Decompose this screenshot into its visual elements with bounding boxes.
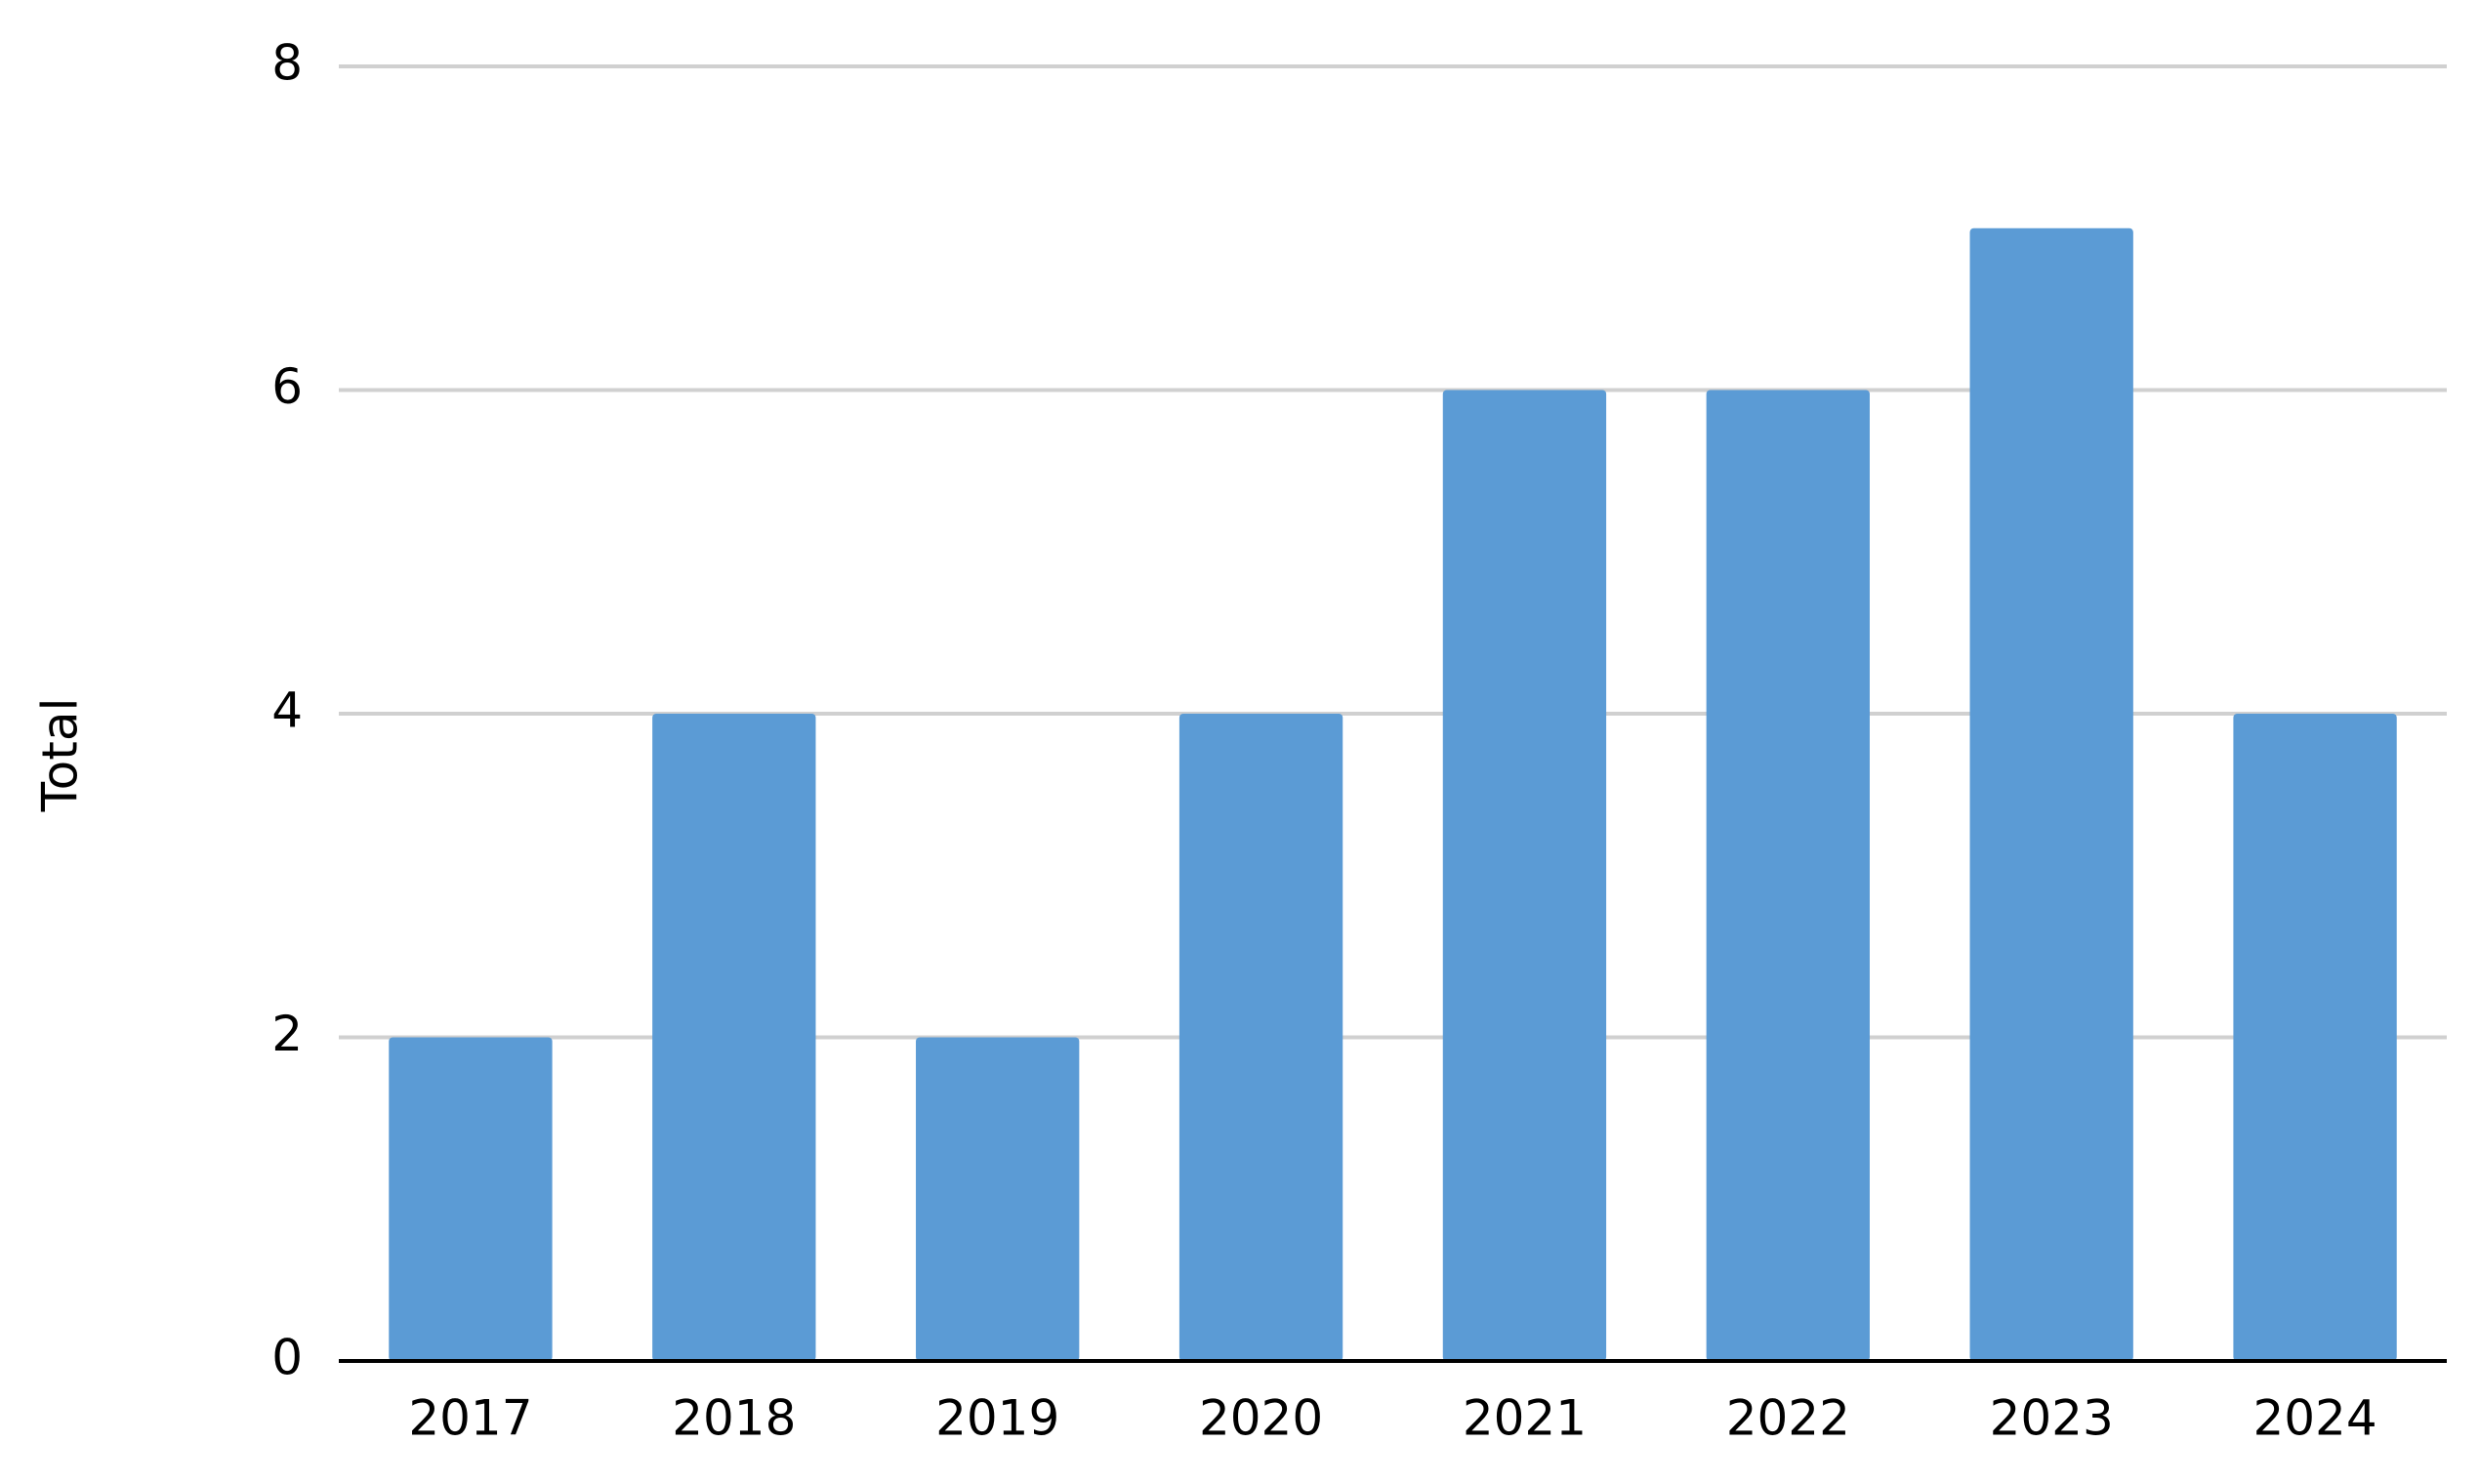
- y-tick-label: 0: [271, 1330, 303, 1386]
- x-tick-label: 2019: [935, 1390, 1059, 1447]
- x-tick-label: 2024: [2252, 1390, 2376, 1447]
- bar: [389, 1037, 553, 1361]
- y-tick-label: 4: [271, 682, 303, 739]
- bar: [916, 1037, 1080, 1361]
- x-tick-label: 2018: [672, 1390, 796, 1447]
- y-tick-label: 2: [271, 1006, 303, 1062]
- x-tick-label: 2017: [408, 1390, 532, 1447]
- x-tick-label: 2022: [1726, 1390, 1850, 1447]
- y-axis-label: Total: [32, 698, 89, 813]
- y-tick-label: 6: [271, 358, 303, 415]
- bar: [652, 714, 816, 1361]
- bar: [1969, 227, 2133, 1361]
- x-tick-label: 2023: [1990, 1390, 2114, 1447]
- bar: [1706, 390, 1870, 1361]
- x-tick-label: 2020: [1199, 1390, 1323, 1447]
- bar: [1442, 390, 1607, 1361]
- bar: [1178, 714, 1343, 1361]
- bar: [2233, 714, 2397, 1361]
- x-tick-label: 2021: [1463, 1390, 1587, 1447]
- y-tick-label: 8: [271, 35, 303, 92]
